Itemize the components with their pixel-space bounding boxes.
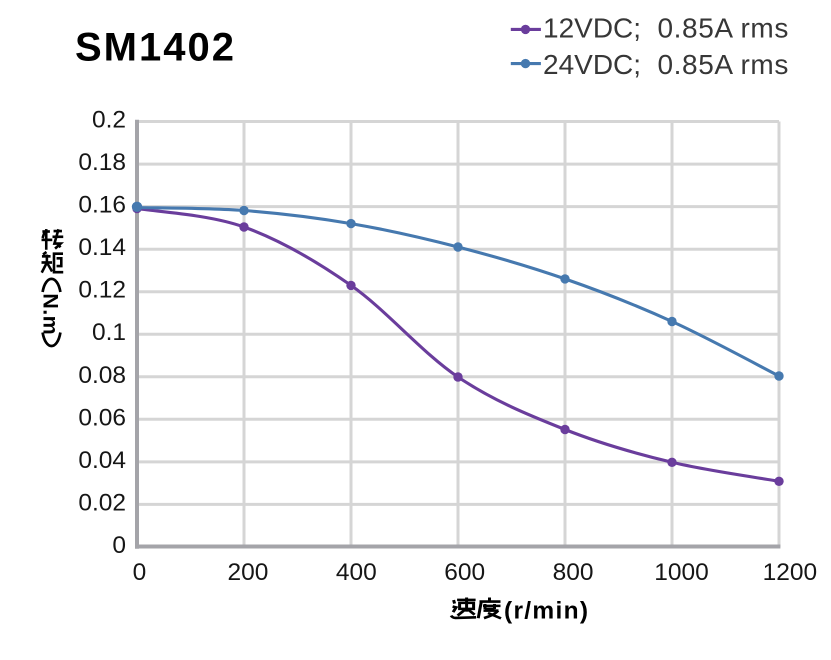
svg-text:0.18: 0.18 [78, 149, 126, 176]
svg-text:0.1: 0.1 [92, 319, 126, 346]
svg-text:N.m: N.m [39, 293, 63, 335]
svg-text:0.2: 0.2 [92, 106, 126, 133]
svg-text:1000: 1000 [654, 559, 709, 586]
svg-text:12VDC;0.85A rms: 12VDC; 0.85A rms [543, 12, 789, 43]
svg-text:(r/min): (r/min) [504, 598, 589, 625]
svg-text:0.02: 0.02 [78, 489, 126, 516]
svg-text:800: 800 [553, 559, 594, 586]
svg-text:400: 400 [336, 559, 377, 586]
svg-text:0.16: 0.16 [78, 192, 126, 219]
svg-text:600: 600 [444, 559, 485, 586]
svg-text:24VDC;0.85A rms: 24VDC; 0.85A rms [543, 49, 789, 80]
svg-text:200: 200 [227, 559, 268, 586]
svg-text:0.08: 0.08 [78, 362, 126, 389]
svg-text:SM1402: SM1402 [75, 26, 236, 70]
svg-text:0.06: 0.06 [78, 404, 126, 431]
svg-text:1200: 1200 [763, 559, 818, 586]
svg-text:0.14: 0.14 [78, 234, 126, 261]
svg-text:0: 0 [133, 559, 147, 586]
svg-text:0.12: 0.12 [78, 277, 126, 304]
svg-text:0: 0 [112, 532, 126, 559]
svg-text:0.04: 0.04 [78, 447, 126, 474]
